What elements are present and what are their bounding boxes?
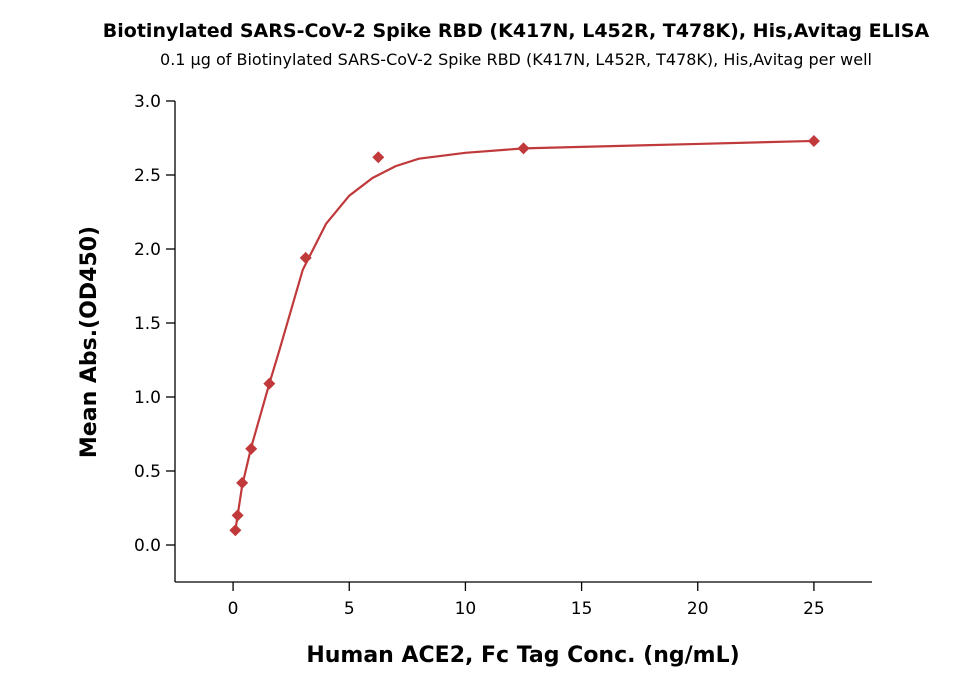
y-tick-label: 3.0 <box>134 92 161 112</box>
y-tick-label: 0.5 <box>134 462 161 482</box>
x-tick-label: 15 <box>571 599 593 619</box>
x-tick-label: 5 <box>344 599 355 619</box>
y-tick-label: 2.5 <box>134 166 161 186</box>
y-tick-label: 2.0 <box>134 240 161 260</box>
y-axis-label: Mean Abs.(OD450) <box>77 226 102 458</box>
data-point <box>299 251 312 264</box>
fit-curve <box>234 139 814 531</box>
y-tick-label: 1.0 <box>134 388 161 408</box>
y-tick-label: 1.5 <box>134 314 161 334</box>
y-tick-label: 0.0 <box>134 536 161 556</box>
x-axis-label: Human ACE2, Fc Tag Conc. (ng/mL) <box>306 643 739 668</box>
chart-subtitle: 0.1 µg of Biotinylated SARS-CoV-2 Spike … <box>160 50 872 69</box>
data-point <box>372 151 385 164</box>
x-tick-label: 0 <box>228 599 239 619</box>
x-tick-label: 10 <box>455 599 477 619</box>
x-tick-label: 20 <box>687 599 709 619</box>
x-tick-label: 25 <box>803 599 825 619</box>
chart-title: Biotinylated SARS-CoV-2 Spike RBD (K417N… <box>103 20 930 42</box>
